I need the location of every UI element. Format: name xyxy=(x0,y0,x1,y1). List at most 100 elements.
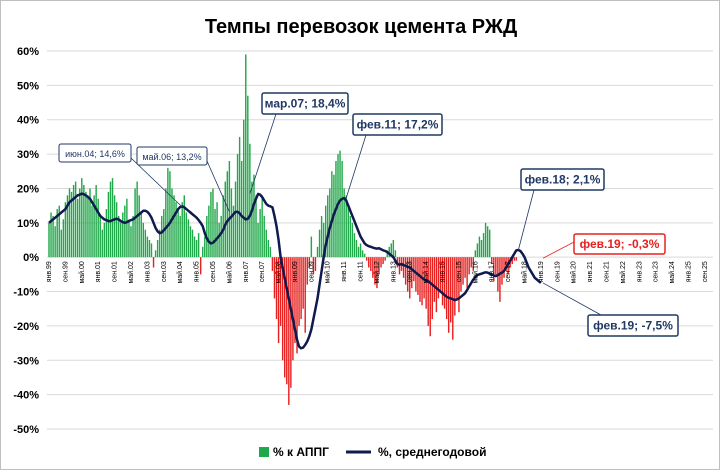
x-tick-label: май.20 xyxy=(570,261,578,283)
x-tick-label: янв.01 xyxy=(95,261,102,282)
x-axis: янв.99 сен.99 май.00 янв.01 сен.01 май.02 янв.… xyxy=(46,261,709,283)
bar xyxy=(195,240,198,258)
x-tick-label: сен.25 xyxy=(702,261,709,282)
bar xyxy=(286,257,288,385)
y-tick-label: 50% xyxy=(17,80,39,92)
x-tick-label: янв.99 xyxy=(46,261,53,282)
bar xyxy=(284,257,286,378)
bar xyxy=(421,257,423,306)
bar xyxy=(136,181,138,258)
bar xyxy=(482,233,485,258)
annotation-box xyxy=(520,168,605,191)
bar xyxy=(142,222,144,258)
bar xyxy=(199,257,202,275)
bar xyxy=(302,257,304,309)
chart-title: Темпы перевозок цемента РЖД xyxy=(205,16,517,38)
bar xyxy=(154,250,157,258)
annotation-leader xyxy=(249,113,277,195)
bar xyxy=(208,205,210,258)
bar xyxy=(107,191,110,258)
bar xyxy=(505,257,507,271)
bar xyxy=(64,202,67,258)
annotation-label: фев.19; -0,3% xyxy=(580,237,660,251)
bar xyxy=(380,257,382,268)
bar xyxy=(50,212,52,258)
bar xyxy=(202,246,204,258)
bar xyxy=(368,257,370,268)
bar xyxy=(269,246,272,258)
bar xyxy=(425,257,427,309)
bar xyxy=(384,257,386,261)
bar xyxy=(331,171,333,258)
bar xyxy=(163,209,165,258)
bar xyxy=(290,257,292,388)
x-tick-label: янв.11 xyxy=(341,261,348,282)
bar xyxy=(392,240,395,258)
bar xyxy=(292,257,294,361)
x-tick-label: май.22 xyxy=(619,261,627,283)
bar xyxy=(435,257,438,313)
bar xyxy=(54,226,56,258)
bar xyxy=(74,181,77,258)
annotation-leader xyxy=(542,241,575,259)
bar xyxy=(87,195,89,258)
annotation-box xyxy=(261,92,349,115)
x-tick-label: янв.09 xyxy=(292,261,299,282)
x-tick-label: май.24 xyxy=(668,261,676,283)
bar xyxy=(212,188,214,258)
bar xyxy=(187,219,190,258)
annotations: июн.04; 14,6% май.06; 13,2% мар.07; 18,4% ф… xyxy=(58,92,679,337)
bar xyxy=(214,209,216,258)
bar xyxy=(294,257,296,344)
bar xyxy=(390,243,393,258)
bar xyxy=(146,236,149,258)
bar xyxy=(210,191,212,258)
annotation-box xyxy=(573,233,666,255)
x-tick-label: янв.21 xyxy=(587,261,594,282)
annotation-box xyxy=(136,146,208,166)
bar xyxy=(265,229,267,258)
x-tick-label: янв.13 xyxy=(390,261,397,282)
bar xyxy=(271,257,274,271)
bar xyxy=(185,212,188,258)
bar xyxy=(394,250,397,258)
bar xyxy=(472,257,474,271)
bar xyxy=(238,136,241,258)
bar xyxy=(167,167,169,258)
bar xyxy=(240,160,243,258)
bar xyxy=(281,257,284,361)
bar xyxy=(374,257,376,285)
bar xyxy=(279,257,282,326)
bar xyxy=(95,185,97,258)
bar xyxy=(128,219,130,258)
bar xyxy=(357,246,360,258)
bar xyxy=(171,188,173,258)
bar xyxy=(193,236,196,258)
y-tick-label: -10% xyxy=(13,287,39,299)
bar xyxy=(62,219,65,258)
bar xyxy=(122,212,124,258)
y-tick-label: 0% xyxy=(23,252,39,264)
bar xyxy=(441,257,444,306)
bar xyxy=(409,257,411,299)
bar xyxy=(263,215,265,258)
bar xyxy=(411,257,413,289)
bar xyxy=(300,257,302,320)
bar xyxy=(339,150,341,258)
bar xyxy=(277,257,280,344)
bar xyxy=(488,229,491,258)
bar xyxy=(48,222,50,258)
bar xyxy=(99,215,101,258)
bar xyxy=(329,188,331,258)
x-tick-label: сен.19 xyxy=(554,261,561,282)
bar xyxy=(464,257,466,278)
bar xyxy=(72,185,75,258)
bar xyxy=(197,233,200,258)
y-tick-label: -50% xyxy=(13,424,39,436)
bar xyxy=(105,209,108,258)
bar xyxy=(499,257,501,302)
bar xyxy=(511,257,513,265)
bar xyxy=(372,257,374,278)
bar xyxy=(288,257,290,405)
